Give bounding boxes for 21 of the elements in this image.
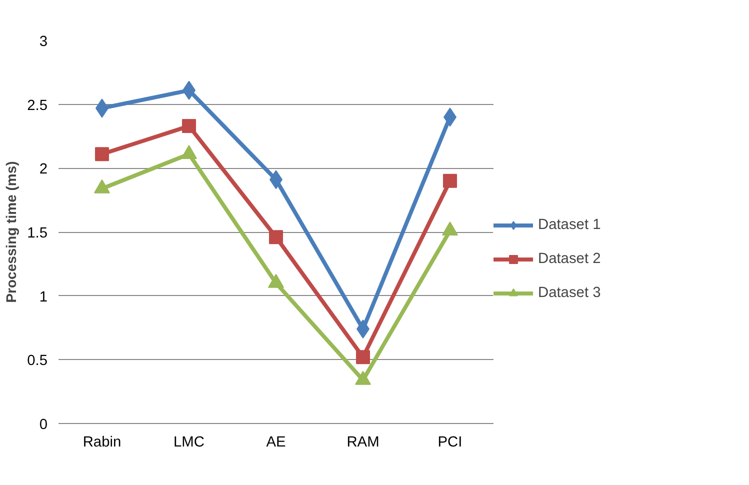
x-tick-label: RAM bbox=[346, 434, 380, 450]
y-tick-label: 2.5 bbox=[27, 98, 48, 114]
point bbox=[269, 230, 283, 244]
x-tick-label: LMC bbox=[174, 434, 205, 450]
point bbox=[356, 350, 370, 364]
legend-label: Dataset 1 bbox=[538, 217, 601, 233]
y-tick-label: 1 bbox=[39, 289, 48, 306]
x-tick-label: PCI bbox=[438, 434, 462, 450]
y-tick-label: 0 bbox=[39, 417, 48, 433]
y-axis-title: Processing time (ms) bbox=[3, 161, 20, 303]
y-tick-label: 3 bbox=[39, 34, 48, 50]
legend-label: Dataset 2 bbox=[538, 251, 601, 267]
point bbox=[443, 174, 457, 188]
y-tick-label: 2 bbox=[39, 162, 48, 178]
point bbox=[95, 147, 109, 162]
x-tick-label: Rabin bbox=[82, 434, 122, 450]
point bbox=[182, 119, 196, 134]
x-tick-label: AE bbox=[266, 434, 286, 450]
legend-label: Dataset 3 bbox=[538, 285, 601, 301]
y-tick-label: 1.5 bbox=[27, 226, 48, 242]
y-tick-label: 0.5 bbox=[27, 353, 48, 370]
